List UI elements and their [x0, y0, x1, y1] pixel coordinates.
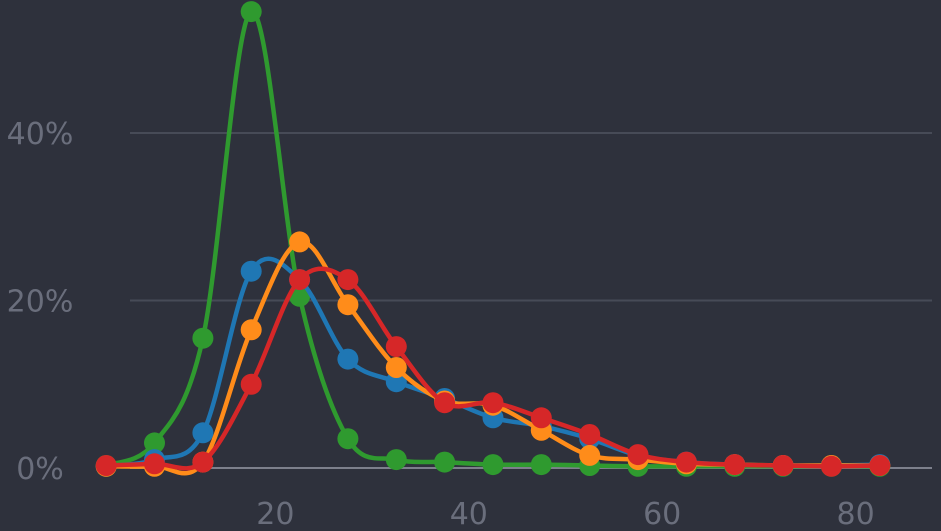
data-point: [482, 392, 504, 414]
x-tick-label: 80: [837, 497, 875, 531]
y-tick-label: 40%: [7, 117, 74, 152]
data-point: [579, 444, 601, 466]
data-point: [337, 269, 359, 291]
data-point: [434, 451, 456, 473]
data-point: [337, 348, 359, 370]
axis-layer: 0% 20% 40% 20 40 60 80: [7, 117, 875, 531]
data-point: [289, 269, 311, 291]
data-point: [192, 451, 214, 473]
data-point: [192, 422, 214, 444]
data-point: [240, 319, 262, 341]
data-point: [772, 455, 794, 476]
data-point: [385, 336, 407, 358]
data-point: [289, 231, 311, 253]
data-point: [144, 432, 165, 454]
data-point: [869, 455, 891, 476]
series-2: [95, 256, 891, 477]
y-tick-label: 0%: [16, 452, 64, 487]
data-point: [385, 449, 407, 471]
data-point: [192, 327, 214, 349]
data-point: [482, 454, 504, 476]
data-point: [144, 453, 165, 475]
data-point: [530, 454, 552, 476]
data-point: [95, 455, 117, 476]
data-point: [724, 454, 746, 476]
data-point: [385, 357, 407, 378]
data-point: [434, 392, 456, 414]
data-point: [240, 1, 262, 23]
data-point: [337, 294, 359, 316]
x-tick-label: 20: [256, 497, 294, 531]
data-point: [627, 444, 649, 466]
x-tick-label: 40: [450, 497, 488, 531]
data-point: [820, 455, 842, 477]
data-point: [530, 407, 552, 429]
y-tick-label: 20%: [7, 285, 74, 320]
data-point: [289, 285, 311, 307]
data-point: [240, 373, 262, 395]
series-4: [95, 266, 891, 477]
series-layer: [95, 1, 891, 477]
data-point: [675, 451, 697, 473]
data-point: [579, 424, 601, 445]
x-tick-label: 60: [643, 497, 681, 531]
data-point: [337, 428, 359, 450]
data-point: [240, 260, 262, 282]
